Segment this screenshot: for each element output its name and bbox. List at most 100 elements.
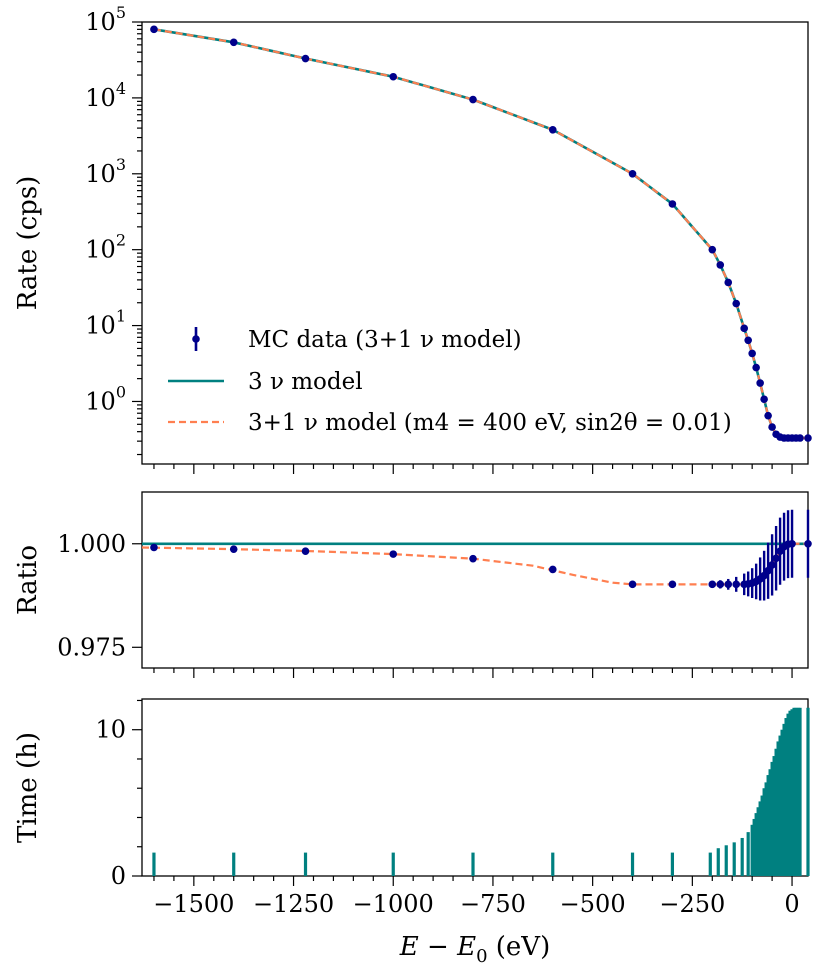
legend-data-marker	[192, 335, 200, 343]
x-axis-label: E − E0 (eV)	[399, 932, 550, 967]
time-bar	[758, 801, 762, 876]
time-bar	[774, 748, 778, 876]
ratio-y-tick-label: 1.000	[57, 530, 126, 558]
x-tick-label: −1000	[353, 890, 434, 918]
time-bar	[768, 769, 772, 876]
ratio-data-point	[469, 554, 477, 563]
time-y-tick-label: 0	[111, 862, 126, 890]
time-bar	[780, 729, 784, 876]
rate-data-point	[796, 434, 804, 442]
rate-data-point	[740, 324, 748, 333]
time-bar	[732, 842, 736, 876]
time-bar	[152, 852, 156, 876]
x-tick-label: −1250	[253, 890, 334, 918]
time-bar	[782, 723, 786, 876]
time-bar	[788, 710, 792, 876]
time-bar	[551, 852, 555, 876]
time-bar	[784, 718, 788, 876]
rate-data-point	[760, 395, 768, 404]
time-bar	[471, 852, 475, 876]
rate-y-tick-label: 105	[85, 3, 126, 36]
ratio-data-point	[150, 543, 158, 552]
time-y-axis-label: Time (h)	[13, 732, 43, 843]
rate-data-point	[628, 169, 637, 178]
rate-y-tick-label: 104	[85, 79, 126, 112]
ratio-y-tick-label: 0.975	[57, 633, 126, 661]
ratio-data-point	[301, 547, 310, 556]
rate-y-tick-label: 102	[85, 231, 126, 264]
x-tick-label: −250	[659, 890, 725, 918]
rate-data-point	[668, 200, 677, 208]
time-bar	[786, 713, 790, 876]
ratio-data-point	[389, 550, 398, 558]
rate-y-tick-label: 101	[85, 307, 126, 340]
legend-3plus1-label: 3+1 ν model (m4 = 400 eV, sin2θ = 0.01)	[248, 410, 732, 436]
time-bar	[776, 741, 780, 876]
ratio-data-point	[764, 566, 772, 575]
rate-panel-frame	[141, 21, 809, 465]
time-bar	[724, 845, 728, 876]
rate-data-point	[744, 336, 752, 345]
x-tick-label: −750	[460, 890, 526, 918]
time-bar	[750, 824, 754, 876]
time-bar	[762, 788, 766, 876]
rate-data-point	[768, 423, 776, 431]
time-y-tick-label: 10	[95, 716, 126, 744]
time-bar	[792, 707, 796, 876]
time-bar	[794, 707, 798, 876]
rate-data-point	[150, 25, 158, 34]
time-bar	[746, 832, 750, 876]
ratio-data-point	[628, 580, 637, 589]
time-bar	[778, 735, 782, 876]
time-bar	[232, 852, 236, 876]
rate-y-axis-label: Rate (cps)	[13, 176, 43, 311]
time-bar	[670, 852, 675, 876]
time-bar	[756, 807, 760, 876]
x-tick-label: −500	[560, 890, 626, 918]
time-bar	[630, 852, 635, 876]
rate-data-point	[804, 434, 812, 442]
rate-data-point	[752, 363, 760, 372]
rate-data-point	[229, 38, 238, 47]
ratio-3plus1-model-line	[141, 542, 808, 586]
rate-data-point	[724, 278, 733, 287]
time-bar	[766, 775, 770, 876]
legend-3nu-label: 3 ν model	[248, 369, 363, 395]
legend-data-label: MC data (3+1 ν model)	[248, 327, 522, 353]
rate-data-point	[764, 411, 772, 420]
ratio-data-point	[772, 554, 780, 563]
rate-data-point	[301, 54, 310, 63]
ratio-data-point	[804, 539, 812, 548]
rate-y-tick-label: 103	[85, 155, 126, 188]
time-bar	[708, 852, 712, 876]
time-bar	[770, 761, 774, 876]
rate-data-point	[756, 379, 764, 387]
time-bar	[754, 813, 758, 876]
ratio-data-point	[768, 561, 776, 569]
ratio-data-point	[732, 580, 741, 589]
time-bar	[772, 756, 776, 876]
time-bar	[752, 818, 756, 876]
rate-data-point	[732, 299, 741, 308]
rate-data-point	[716, 261, 725, 269]
ratio-data-point	[788, 539, 796, 548]
time-bar	[796, 707, 800, 876]
rate-data-point	[748, 349, 756, 358]
ratio-data-point	[548, 565, 557, 574]
rate-data-point	[708, 245, 717, 254]
time-panel-frame	[141, 698, 809, 877]
ratio-data-point	[668, 580, 677, 589]
time-bar	[798, 707, 802, 876]
ratio-data-point	[229, 545, 238, 553]
time-bar	[303, 852, 308, 876]
ratio-data-point	[708, 580, 717, 589]
time-bar	[716, 848, 720, 876]
x-tick-label: −1500	[153, 890, 234, 918]
time-bar	[790, 709, 794, 876]
time-bar	[764, 782, 768, 876]
time-bar	[740, 837, 744, 876]
time-bar	[391, 852, 395, 876]
time-bar	[806, 707, 810, 876]
x-tick-label: 0	[784, 890, 799, 918]
